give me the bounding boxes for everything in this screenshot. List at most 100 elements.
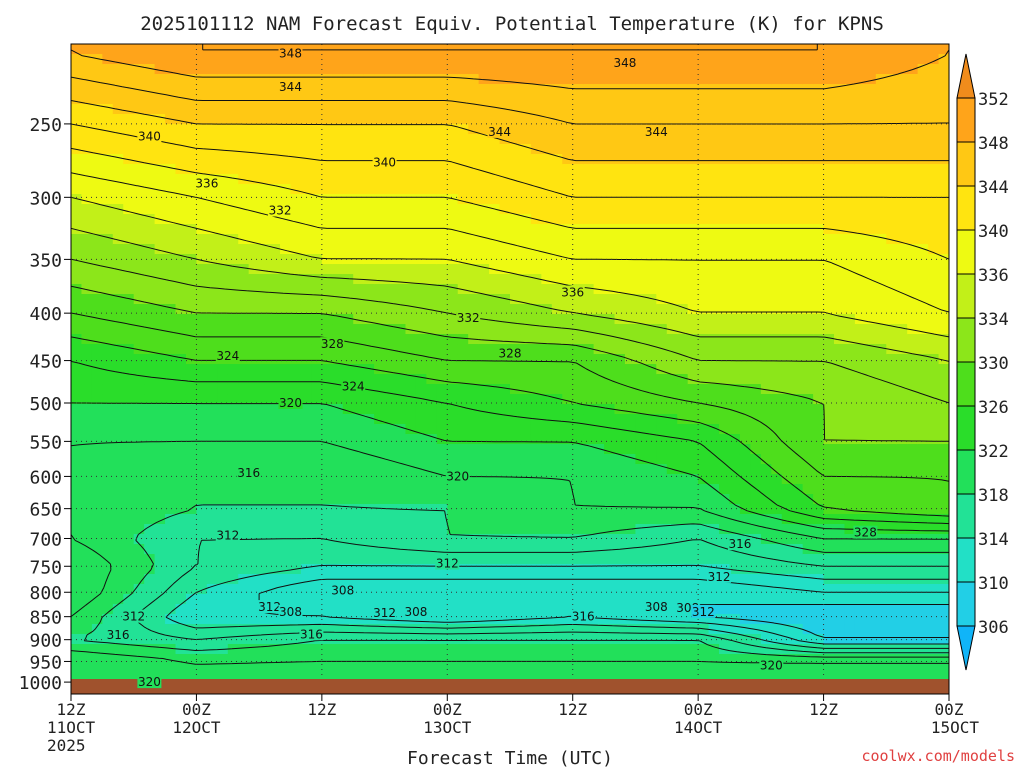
heat-cell bbox=[185, 384, 198, 395]
heat-cell bbox=[321, 154, 333, 165]
heat-cell bbox=[656, 374, 668, 385]
heat-cell bbox=[499, 454, 511, 465]
heat-cell bbox=[332, 74, 344, 85]
heat-cell bbox=[206, 534, 218, 545]
heat-cell bbox=[123, 194, 135, 205]
heat-cell bbox=[206, 64, 218, 75]
heat-cell bbox=[834, 344, 846, 355]
heat-cell bbox=[321, 324, 333, 335]
heat-cell bbox=[259, 614, 271, 625]
heat-cell bbox=[447, 264, 459, 275]
heat-cell bbox=[719, 284, 731, 295]
heat-cell bbox=[415, 44, 427, 55]
heat-cell bbox=[112, 94, 124, 105]
heat-cell bbox=[562, 514, 574, 525]
heat-cell bbox=[760, 504, 772, 515]
heat-cell bbox=[300, 424, 312, 435]
heat-cell bbox=[698, 194, 710, 205]
heat-cell bbox=[760, 324, 772, 335]
heat-cell bbox=[478, 394, 490, 405]
heat-cell bbox=[624, 564, 637, 575]
heat-cell bbox=[290, 104, 302, 115]
heat-cell bbox=[426, 264, 438, 275]
heat-cell bbox=[802, 584, 814, 595]
heat-cell bbox=[698, 144, 710, 155]
heat-cell bbox=[666, 514, 678, 525]
heat-cell bbox=[750, 224, 762, 235]
heat-cell bbox=[144, 404, 156, 415]
heat-cell bbox=[238, 94, 250, 105]
heat-cell bbox=[374, 64, 386, 75]
heat-cell bbox=[698, 344, 710, 355]
heat-cell bbox=[593, 394, 605, 405]
heat-cell bbox=[395, 114, 407, 125]
heat-cell bbox=[541, 594, 553, 605]
heat-cell bbox=[771, 534, 783, 545]
heat-cell bbox=[510, 554, 522, 565]
heat-cell bbox=[280, 464, 292, 475]
heat-cell bbox=[708, 294, 720, 305]
heat-cell bbox=[750, 444, 762, 455]
heat-cell bbox=[771, 424, 783, 435]
heat-cell bbox=[196, 234, 208, 245]
heat-cell bbox=[813, 74, 825, 85]
heat-cell bbox=[436, 64, 448, 75]
heat-cell bbox=[91, 184, 103, 195]
heat-cell bbox=[739, 494, 751, 505]
heat-cell bbox=[91, 364, 103, 375]
heat-cell bbox=[530, 184, 542, 195]
heat-cell bbox=[311, 284, 323, 295]
heat-cell bbox=[384, 614, 396, 625]
heat-cell bbox=[562, 224, 574, 235]
heat-cell bbox=[321, 184, 333, 195]
heat-cell bbox=[206, 524, 218, 535]
heat-cell bbox=[604, 324, 616, 335]
heat-cell bbox=[624, 194, 637, 205]
heat-cell bbox=[185, 624, 198, 635]
heat-cell bbox=[280, 304, 292, 315]
heat-cell bbox=[415, 664, 427, 675]
heat-cell bbox=[834, 134, 846, 145]
heat-cell bbox=[468, 614, 480, 625]
heat-cell bbox=[206, 654, 218, 665]
heat-cell bbox=[583, 324, 595, 335]
heat-cell bbox=[217, 604, 229, 615]
heat-cell bbox=[698, 524, 710, 535]
heat-cell bbox=[572, 524, 584, 535]
heat-cell bbox=[363, 604, 375, 615]
heat-cell bbox=[165, 664, 177, 675]
heat-cell bbox=[196, 444, 208, 455]
heat-cell bbox=[405, 84, 417, 95]
heat-cell bbox=[604, 314, 616, 325]
heat-cell bbox=[834, 604, 846, 615]
heat-cell bbox=[489, 344, 501, 355]
heat-cell bbox=[112, 474, 124, 485]
heat-cell bbox=[604, 54, 616, 65]
heat-cell bbox=[248, 44, 260, 55]
heat-cell bbox=[551, 664, 563, 675]
heat-cell bbox=[760, 424, 772, 435]
heat-cell bbox=[112, 644, 124, 655]
heat-cell bbox=[353, 54, 365, 65]
heat-cell bbox=[844, 594, 856, 605]
heat-cell bbox=[593, 194, 605, 205]
heat-cell bbox=[71, 74, 83, 85]
heat-cell bbox=[259, 444, 271, 455]
heat-cell bbox=[635, 604, 647, 615]
heat-cell bbox=[562, 474, 574, 485]
heat-cell bbox=[415, 644, 427, 655]
heat-cell bbox=[760, 464, 772, 475]
heat-cell bbox=[729, 624, 741, 635]
heat-cell bbox=[645, 154, 657, 165]
heat-cell bbox=[102, 214, 114, 225]
heat-cell bbox=[781, 494, 793, 505]
heat-cell bbox=[196, 534, 208, 545]
heat-cell bbox=[71, 374, 83, 385]
heat-cell bbox=[185, 324, 198, 335]
heat-cell bbox=[206, 114, 218, 125]
heat-cell bbox=[865, 224, 877, 235]
heat-cell bbox=[865, 334, 877, 345]
heat-cell bbox=[175, 174, 187, 185]
heat-cell bbox=[217, 314, 229, 325]
heat-cell bbox=[415, 564, 427, 575]
